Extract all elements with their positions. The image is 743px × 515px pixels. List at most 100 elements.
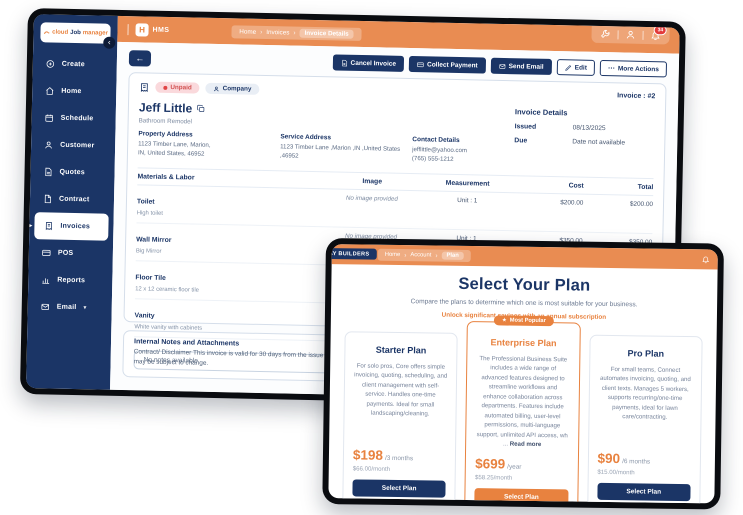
quote-file-icon [43,167,52,177]
select-plan-button-pro[interactable]: Select Plan [597,483,691,502]
select-plan-page: Select Your Plan Compare the plans to de… [328,264,717,504]
invoice-receipt-icon [44,221,53,231]
invoice-doc-icon [139,82,149,92]
sidebar-item-customer[interactable]: Customer [31,131,116,160]
wrench-icon [600,29,610,38]
plan-window: AY BUILDERS Home › Account › Plan Select… [322,238,724,510]
breadcrumb-home[interactable]: Home [239,27,257,36]
invoice-window-inner: cloud Job manager Create Home Schedule [26,14,680,402]
sidebar-nav: Create Home Schedule Customer [27,50,117,322]
envelope-icon [499,63,506,69]
person-icon [214,86,219,91]
select-plan-button-starter[interactable]: Select Plan [352,479,446,499]
plan-pricing: $699 /year $58.25/month [475,448,569,482]
customer-name: Jeff Little [138,100,193,116]
pencil-icon [565,64,571,71]
calendar-icon [45,113,54,122]
email-icon [41,302,50,311]
payment-icon [417,61,424,67]
app-header: H HMS Home › Invoices › Invoice Details [117,15,680,54]
breadcrumb-invoices[interactable]: Invoices [266,28,290,36]
plan-price: $90 [597,451,621,467]
sidebar-item-schedule[interactable]: Schedule [31,104,116,133]
sidebar-item-create[interactable]: Create [33,50,118,79]
sidebar-item-pos[interactable]: POS [29,239,114,268]
app-logo[interactable]: cloud Job manager [40,22,111,44]
invoice-actions: Cancel Invoice Collect Payment Send Emai… [332,54,668,78]
icon-divider [617,29,619,39]
notifications-button[interactable] [702,255,710,264]
breadcrumb-home[interactable]: Home [384,251,401,259]
sidebar-item-quotes[interactable]: Quotes [30,158,115,187]
service-address: Service Address 1123 Timber Lane ,Marion… [279,133,401,160]
invoice-badges: Unpaid Company [139,81,655,103]
send-email-button[interactable]: Send Email [490,57,552,75]
notification-count-badge: 34 [654,25,667,36]
select-plan-button-enterprise[interactable]: Select Plan [474,488,569,504]
status-badge: Unpaid [155,81,200,94]
invoice-page: ← Cancel Invoice Collect Payment Send [110,41,680,402]
due-date: Date not available [572,138,626,147]
plan-period: /year [507,463,522,472]
profile-button[interactable] [625,30,635,40]
plan-monthly-price: $58.25/month [474,474,513,482]
chevron-right-icon: › [435,252,438,260]
address-columns: Property Address 1123 Timber Lane, Mario… [138,130,538,166]
breadcrumb: Home › Invoices › Invoice Details [231,24,362,41]
breadcrumb-invoice-details: Invoice Details [299,28,354,39]
chevron-right-icon: › [293,29,296,37]
plan-name: Pro Plan [627,348,665,359]
plan-card-enterprise: ★ Most Popular Enterprise Plan The Profe… [464,315,581,504]
page-title: Select Your Plan [458,274,591,295]
breadcrumb-plan: Plan [441,251,464,260]
plan-description: For small teams, Connect automates invoi… [599,365,691,421]
app-badge-label: HMS [152,26,170,34]
chevron-right-icon: › [260,28,263,36]
sidebar-item-home[interactable]: Home [32,77,117,106]
user-icon [626,30,635,39]
ellipsis-icon: ⋯ [607,65,615,73]
plan-monthly-price: $15.00/month [597,469,635,477]
tools-button[interactable] [600,29,610,39]
back-button[interactable]: ← [128,50,152,67]
copy-icon[interactable] [197,104,205,113]
sidebar-item-email[interactable]: Email ▾ [27,293,112,322]
reports-chart-icon [41,275,50,284]
most-popular-badge: ★ Most Popular [493,315,554,327]
read-more-link[interactable]: Read more [509,440,542,448]
invoice-window: cloud Job manager Create Home Schedule [19,8,686,408]
edit-button[interactable]: Edit [556,59,596,76]
plan-name: Starter Plan [375,344,427,356]
collect-payment-button[interactable]: Collect Payment [408,55,486,74]
pos-terminal-icon [42,248,51,257]
plan-description: The Professional Business Suite includes… [476,355,568,448]
user-icon [44,140,53,149]
logo-text-manager: manager [82,30,108,37]
page-subtitle: Compare the plans to determine which one… [410,298,638,309]
cancel-doc-icon [341,59,347,66]
property-address: Property Address 1123 Timber Lane, Mario… [137,130,211,158]
header-icon-group: 34 [591,25,670,45]
cancel-invoice-button[interactable]: Cancel Invoice [332,54,405,72]
action-row: ← Cancel Invoice Collect Payment Send [128,50,668,78]
invoice-card: Unpaid Company Invoice : #2 Jeff Little … [123,72,667,367]
sidebar-item-reports[interactable]: Reports [28,266,113,295]
plan-pricing: $198 /3 months $66.00/month [353,440,447,474]
breadcrumb-account[interactable]: Account [410,252,432,259]
more-actions-button[interactable]: ⋯ More Actions [599,59,668,78]
plan-window-inner: AY BUILDERS Home › Account › Plan Select… [328,244,718,504]
issued-row: Issued 08/13/2025 [514,123,606,133]
icon-divider [642,30,644,40]
hms-logo-icon: H [135,22,149,37]
notifications-button[interactable]: 34 [650,25,667,41]
plan-name: Enterprise Plan [490,337,557,349]
sidebar-item-invoices[interactable]: ▸ Invoices [29,212,109,241]
app-badge: H HMS [135,22,170,37]
logo-icon [43,29,50,36]
plan-header: AY BUILDERS Home › Account › Plan [328,244,718,270]
company-type-badge: Company [205,82,260,95]
plan-period: /3 months [384,455,414,463]
sidebar-item-contract[interactable]: Contract [30,185,115,214]
customer-name-row: Jeff Little [139,100,655,125]
header-divider [127,23,129,35]
